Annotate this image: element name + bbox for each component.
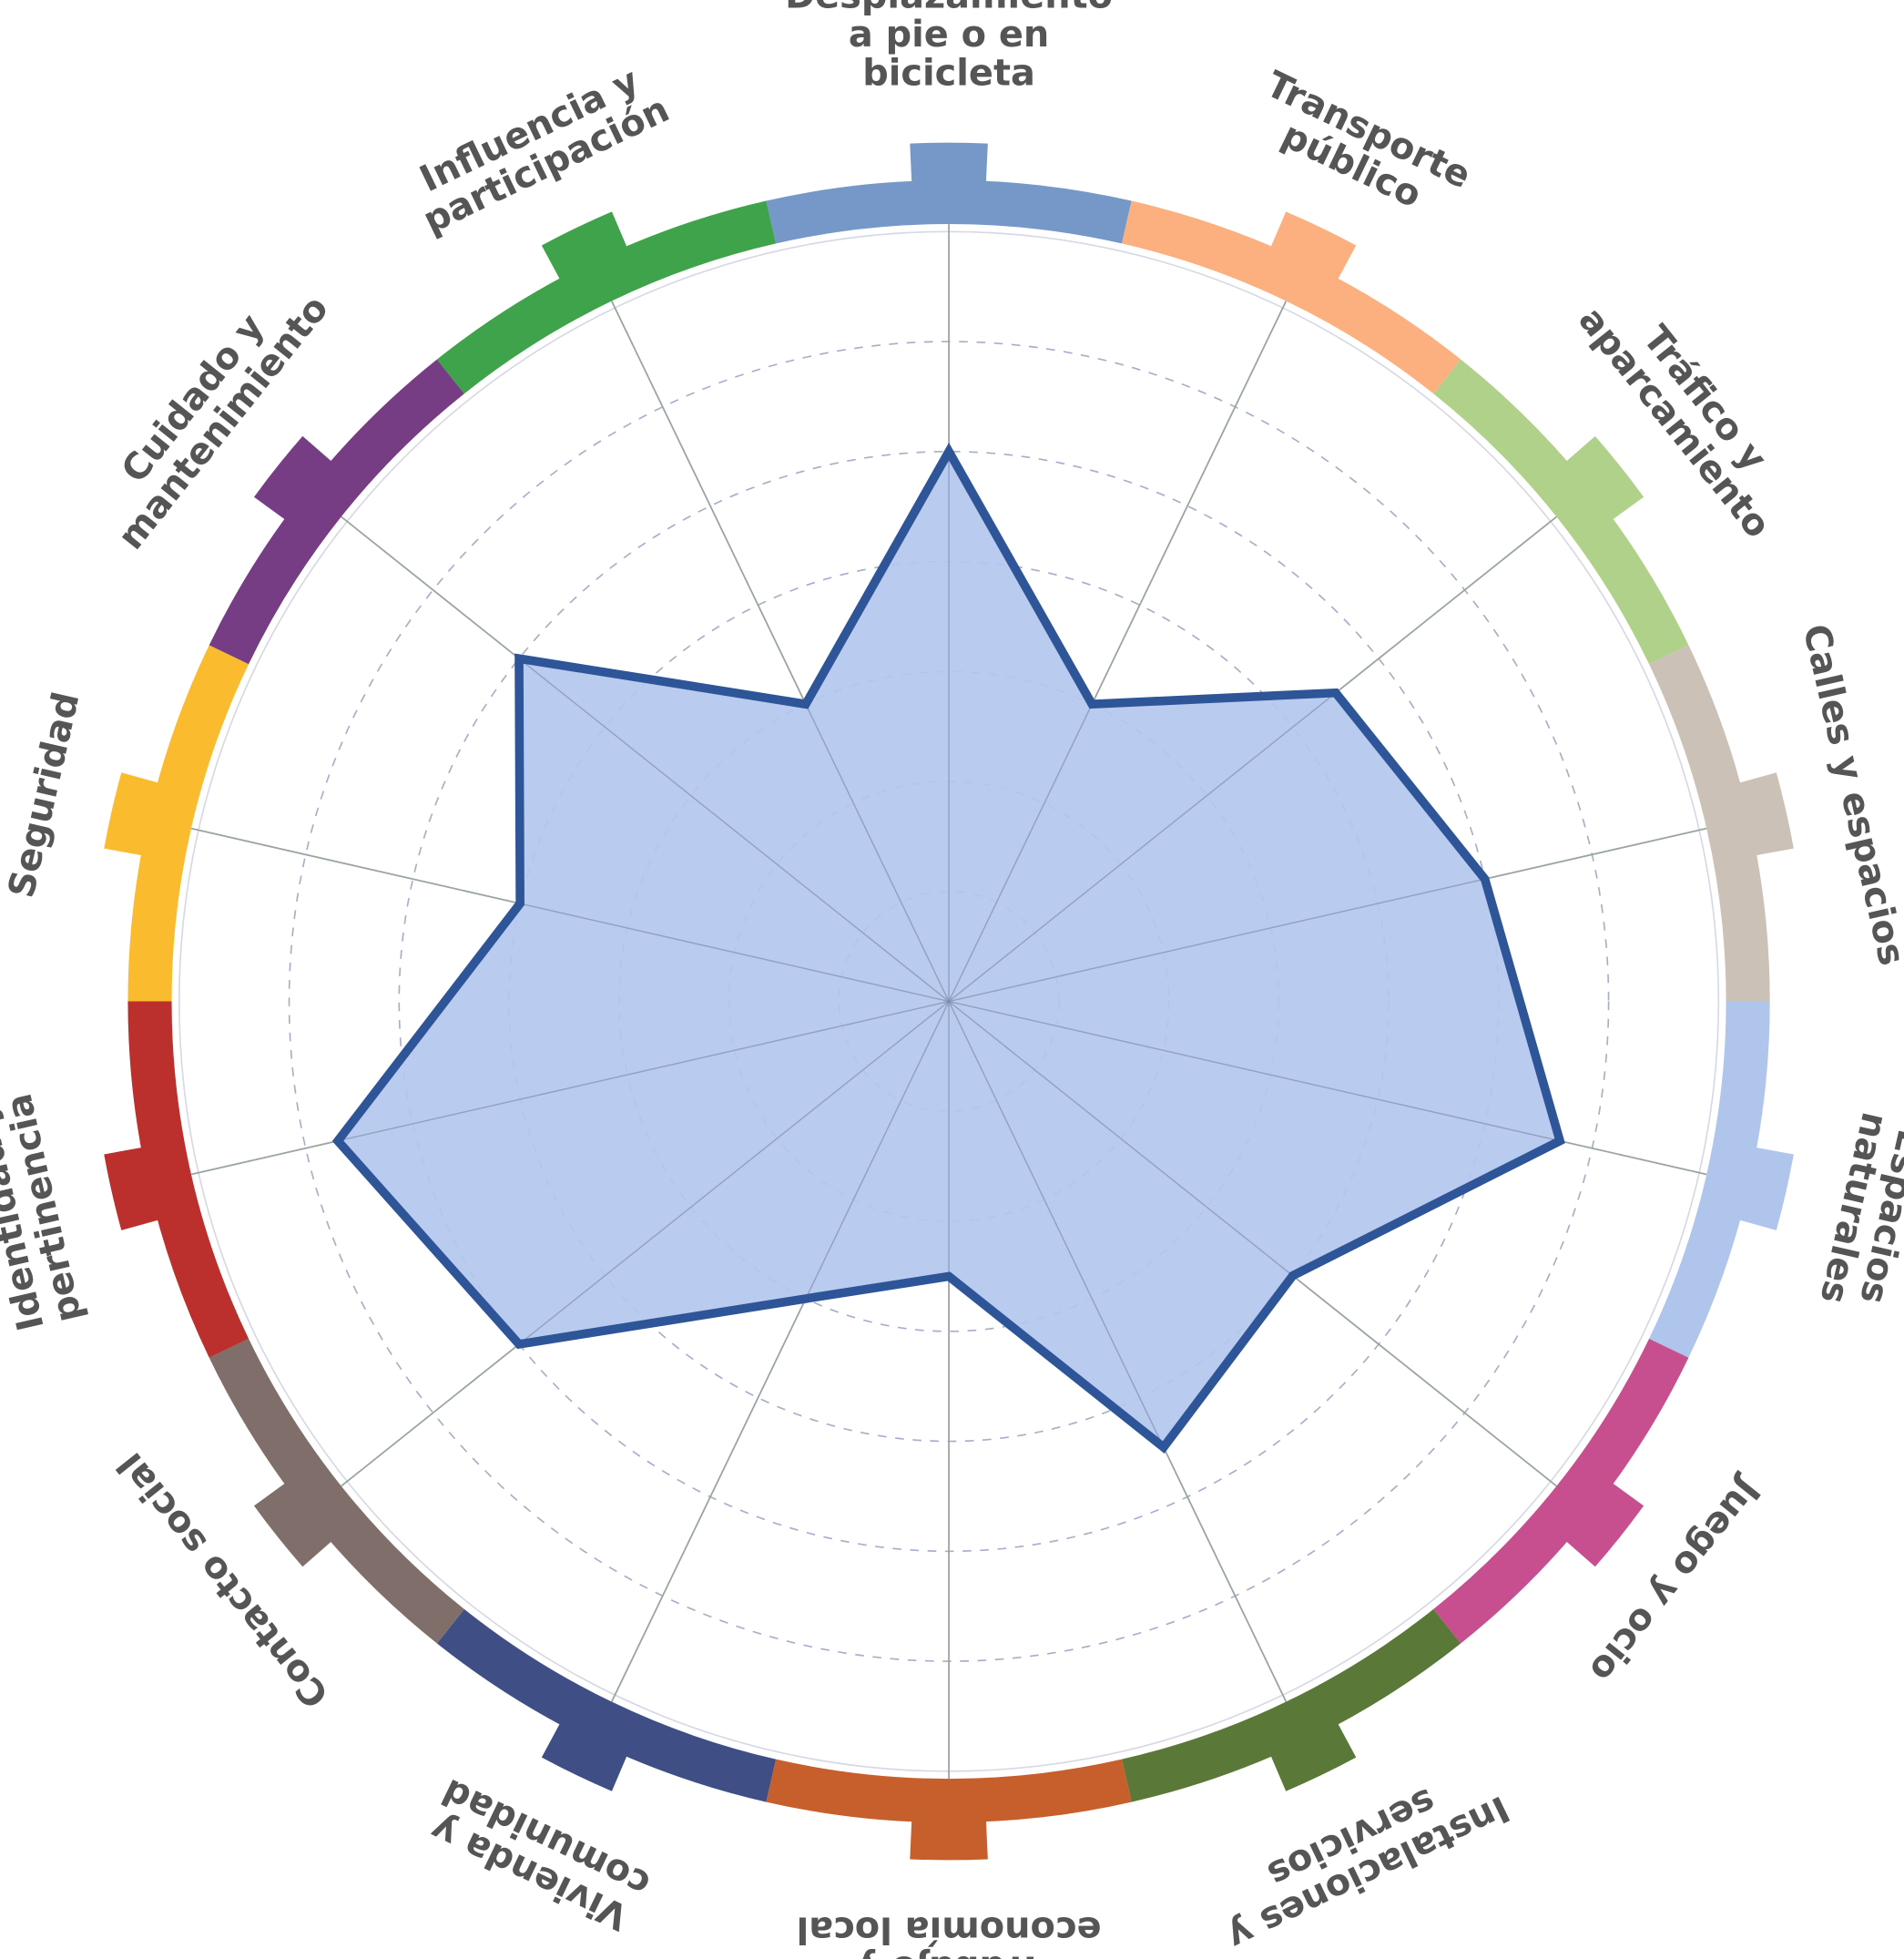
- axis-label-line: Desplazamiento: [785, 0, 1113, 16]
- data-point-influencia-y-participacion: [802, 700, 809, 708]
- data-point-vivienda-y-comunidad: [802, 1295, 809, 1302]
- ring-segment-contacto-social: [209, 1338, 464, 1644]
- ring-tab-juego-y-ocio: [1564, 1482, 1644, 1567]
- ring-tab-trafico-y-aparcamiento: [1564, 435, 1644, 521]
- inner-spoke-contacto-social: [518, 1001, 950, 1345]
- axis-label-identidad-y-pertinencia: Identidad ypertinencia: [0, 1089, 90, 1334]
- ring-tab-transporte-publico: [1269, 211, 1357, 281]
- axis-label-influencia-y-participacion: Influencia yparticipación: [400, 54, 676, 242]
- axis-label-vivienda-y-comunidad: Vivienda ycomunidad: [419, 1770, 657, 1940]
- ring-segment-trabajo-y-economia-local: [766, 1759, 1132, 1823]
- ring-segment-cuidado-y-mantenimiento: [209, 359, 464, 665]
- ring-tab-contacto-social: [253, 1482, 333, 1567]
- data-point-cuidado-y-mantenimiento: [515, 655, 523, 662]
- ring-tab-seguridad: [104, 772, 160, 856]
- axis-label-calles-y-espacios: Calles y espacios: [1795, 620, 1904, 969]
- data-point-calles-y-espacios: [1481, 875, 1489, 883]
- ring-segment-influencia-y-participacion: [436, 200, 777, 394]
- ring-segment-identidad-y-pertinencia: [127, 1001, 249, 1358]
- ring-segment-instalaciones-y-servicios: [1121, 1608, 1461, 1802]
- inner-spoke-cuidado-y-mantenimiento: [518, 658, 950, 1003]
- data-point-espacios-naturales: [1556, 1138, 1563, 1145]
- axis-label-line: economía local: [797, 1909, 1102, 1951]
- inner-spoke-influencia-y-participacion: [805, 703, 950, 1002]
- axis-label-line: Trabajo y: [855, 1947, 1043, 1959]
- ring-tab-espacios-naturales: [1737, 1147, 1794, 1230]
- data-point-transporte-publico: [1088, 700, 1095, 708]
- data-point-instalaciones-y-servicios: [1160, 1444, 1167, 1451]
- ring-tab-desplazamiento-a-pie-o-en-bicicleta: [910, 142, 988, 184]
- ring-segment-desplazamiento-a-pie-o-en-bicicleta: [766, 179, 1132, 244]
- inner-spoke-instalaciones-y-servicios: [948, 1001, 1165, 1448]
- ring-tab-trabajo-y-economia-local: [910, 1819, 988, 1861]
- inner-spoke-espacios-naturales: [948, 1000, 1561, 1142]
- inner-spoke-identidad-y-pertinencia: [337, 1000, 950, 1142]
- data-point-trabajo-y-economia-local: [945, 1273, 952, 1280]
- axis-label-seguridad: Seguridad: [1, 689, 88, 902]
- ring-segment-transporte-publico: [1121, 200, 1461, 394]
- axis-label-transporte-publico: Transportepúblico: [1243, 64, 1477, 232]
- ring-segment-calles-y-espacios: [1649, 645, 1770, 1002]
- ring-segment-vivienda-y-comunidad: [436, 1608, 777, 1802]
- axis-label-line: a pie o en: [849, 14, 1049, 56]
- inner-spoke-transporte-publico: [948, 703, 1093, 1002]
- data-point-juego-y-ocio: [1289, 1272, 1297, 1280]
- data-point-contacto-social: [515, 1341, 523, 1348]
- data-point-seguridad: [516, 900, 524, 907]
- ring-tab-cuidado-y-mantenimiento: [253, 435, 333, 521]
- axis-label-espacios-naturales: Espaciosnaturales: [1811, 1108, 1904, 1316]
- axis-label-line: Calles y espacios: [1795, 620, 1904, 969]
- inner-spoke-seguridad: [520, 903, 950, 1003]
- ring-tab-calles-y-espacios: [1737, 772, 1794, 856]
- ring-tab-influencia-y-participacion: [541, 211, 628, 281]
- ring-tab-instalaciones-y-servicios: [1269, 1721, 1357, 1791]
- inner-spoke-calles-y-espacios: [948, 878, 1485, 1003]
- data-point-trafico-y-aparcamiento: [1332, 689, 1339, 697]
- ring-tab-vivienda-y-comunidad: [541, 1721, 628, 1791]
- score-area: [331, 443, 1565, 1454]
- axis-label-instalaciones-y-servicios: Instalaciones yservicios: [1204, 1752, 1515, 1958]
- axis-label-trabajo-y-economia-local: Trabajo yeconomía local: [797, 1909, 1102, 1959]
- inner-spoke-juego-y-ocio: [948, 1001, 1294, 1277]
- axis-label-line: bicicleta: [862, 52, 1035, 94]
- ring-segment-espacios-naturales: [1649, 1001, 1770, 1358]
- data-point-desplazamiento-a-pie-o-en-bicicleta: [945, 448, 952, 455]
- ring-segment-seguridad: [127, 645, 249, 1002]
- inner-spoke-trafico-y-aparcamiento: [948, 692, 1337, 1003]
- inner-spoke-vivienda-y-comunidad: [805, 1001, 950, 1300]
- axis-label-line: Seguridad: [1, 689, 88, 902]
- data-point-identidad-y-pertinencia: [334, 1138, 341, 1145]
- ring-segment-juego-y-ocio: [1433, 1338, 1689, 1644]
- category-color-ring: [104, 142, 1794, 1861]
- ring-tab-identidad-y-pertinencia: [104, 1147, 160, 1230]
- ring-segment-trafico-y-aparcamiento: [1433, 359, 1689, 665]
